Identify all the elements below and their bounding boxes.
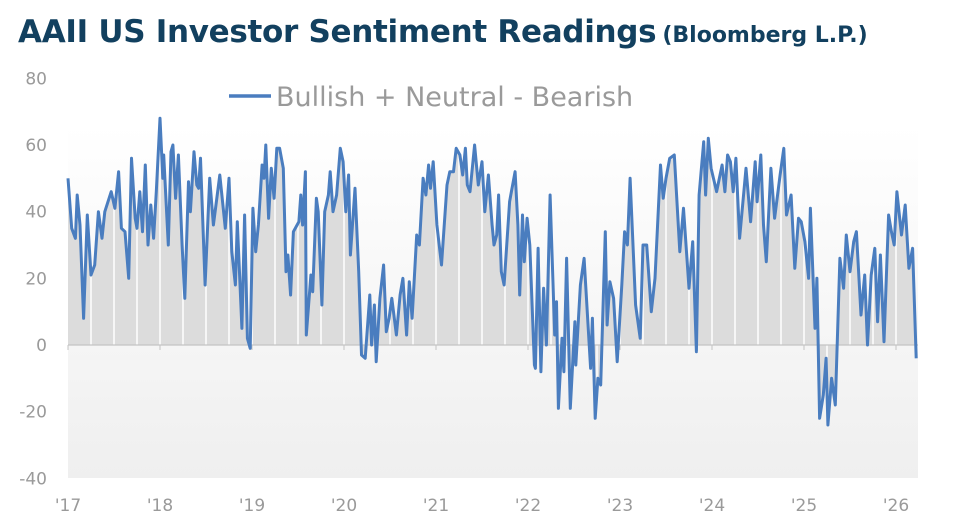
x-tick-label: '18 — [147, 496, 173, 516]
y-tick-label: 0 — [36, 336, 47, 356]
x-tick-label: '26 — [883, 496, 909, 516]
chart-title: AAII US Investor Sentiment Readings (Bloo… — [18, 14, 868, 50]
y-tick-label: 40 — [25, 203, 47, 223]
y-tick-label: 20 — [25, 269, 47, 289]
chart-source: (Bloomberg L.P.) — [662, 23, 868, 48]
x-tick-label: '19 — [239, 496, 265, 516]
x-tick-label: '17 — [55, 496, 81, 516]
chart-title-main: AAII US Investor Sentiment Readings — [18, 14, 657, 50]
x-tick-label: '22 — [515, 496, 541, 516]
x-tick-label: '21 — [423, 496, 449, 516]
y-tick-label: -20 — [19, 403, 47, 423]
series-line — [66, 116, 918, 427]
y-tick-label: -40 — [19, 469, 47, 489]
x-tick-label: '25 — [791, 496, 817, 516]
x-tick-label: '23 — [607, 496, 633, 516]
x-tick-label: '20 — [331, 496, 357, 516]
x-axis: '17 '18 '19 '20 '21 '22 '23 '24 '25 '26 — [55, 345, 909, 516]
y-tick-label: 80 — [25, 69, 47, 89]
y-tick-label: 60 — [25, 136, 47, 156]
y-axis: 80 60 40 20 0 -20 -40 — [19, 69, 47, 489]
x-tick-label: '24 — [699, 496, 725, 516]
legend-label: Bullish + Neutral - Bearish — [276, 82, 633, 113]
legend: Bullish + Neutral - Bearish — [229, 82, 633, 113]
